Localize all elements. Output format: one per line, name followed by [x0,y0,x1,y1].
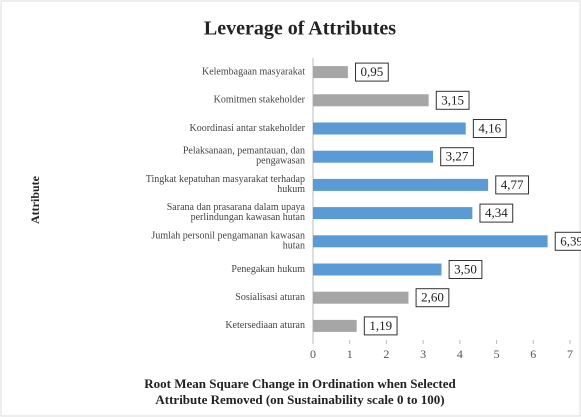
data-label-box [479,203,514,223]
y-tick-label: Penegakan hukum [231,264,305,275]
y-tick-label: Ketersediaan aturan [225,320,305,331]
y-tick-label: Pelaksanaan, pemantauan, dan pengawasan [183,146,305,167]
y-tick-label: Komitmen stakeholder [214,95,306,106]
data-label-box [355,62,389,82]
data-label-box [363,316,398,336]
chart-title: Leverage of Attributes [204,18,396,40]
x-axis-label: Root Mean Square Change in Ordination wh… [144,376,456,391]
bar [313,319,357,332]
data-label: 4,16 [478,120,501,135]
data-label: 3,27 [446,149,469,164]
data-label-box [415,288,450,308]
y-tick-label: Kelembagaan masyarakat [202,66,305,77]
data-label-box [448,260,483,279]
x-tick-label: 6 [530,347,536,361]
data-label: 4,77 [501,177,524,192]
data-label-box [435,90,470,110]
data-label: 3,50 [454,261,477,276]
y-tick-label: Sosialisasi aturan [235,292,305,303]
data-label: 0,95 [361,64,384,79]
y-axis-label: Attribute [28,175,42,224]
data-label: 6,39 [560,233,581,248]
x-tick-label: 7 [567,347,573,361]
y-tick-label: Tingkat kepatuhan masyarakat terhadap huk… [146,174,306,195]
data-label-box [554,231,581,251]
bar [313,122,466,135]
x-tick-label: 1 [347,347,353,361]
x-axis-label: Attribute Removed (on Sustainability sca… [155,392,444,407]
x-tick-label: 3 [420,347,426,361]
x-tick-label: 4 [457,347,463,361]
y-tick-label: Jumlah personil pengamanan kawasan hutan [151,231,305,252]
bar [313,66,348,79]
data-label: 2,60 [421,290,444,305]
y-tick-label: Koordinasi antar stakeholder [189,123,305,134]
y-tick-label: Sarana dan prasarana dalam upaya perlindu… [167,202,306,223]
data-label: 3,15 [441,92,464,107]
bar [313,207,473,220]
bar [313,235,548,248]
bar [313,178,489,191]
bar [313,263,442,276]
x-tick-label: 5 [494,347,500,361]
bar [313,150,434,163]
data-label-box [472,119,507,138]
bar [313,291,409,304]
x-tick-label: 0 [310,347,316,361]
data-label-box [440,147,474,167]
x-tick-label: 2 [383,347,389,361]
data-label: 4,34 [485,205,508,220]
data-label: 1,19 [369,318,392,333]
bar [313,94,429,107]
data-label-box [495,175,530,195]
